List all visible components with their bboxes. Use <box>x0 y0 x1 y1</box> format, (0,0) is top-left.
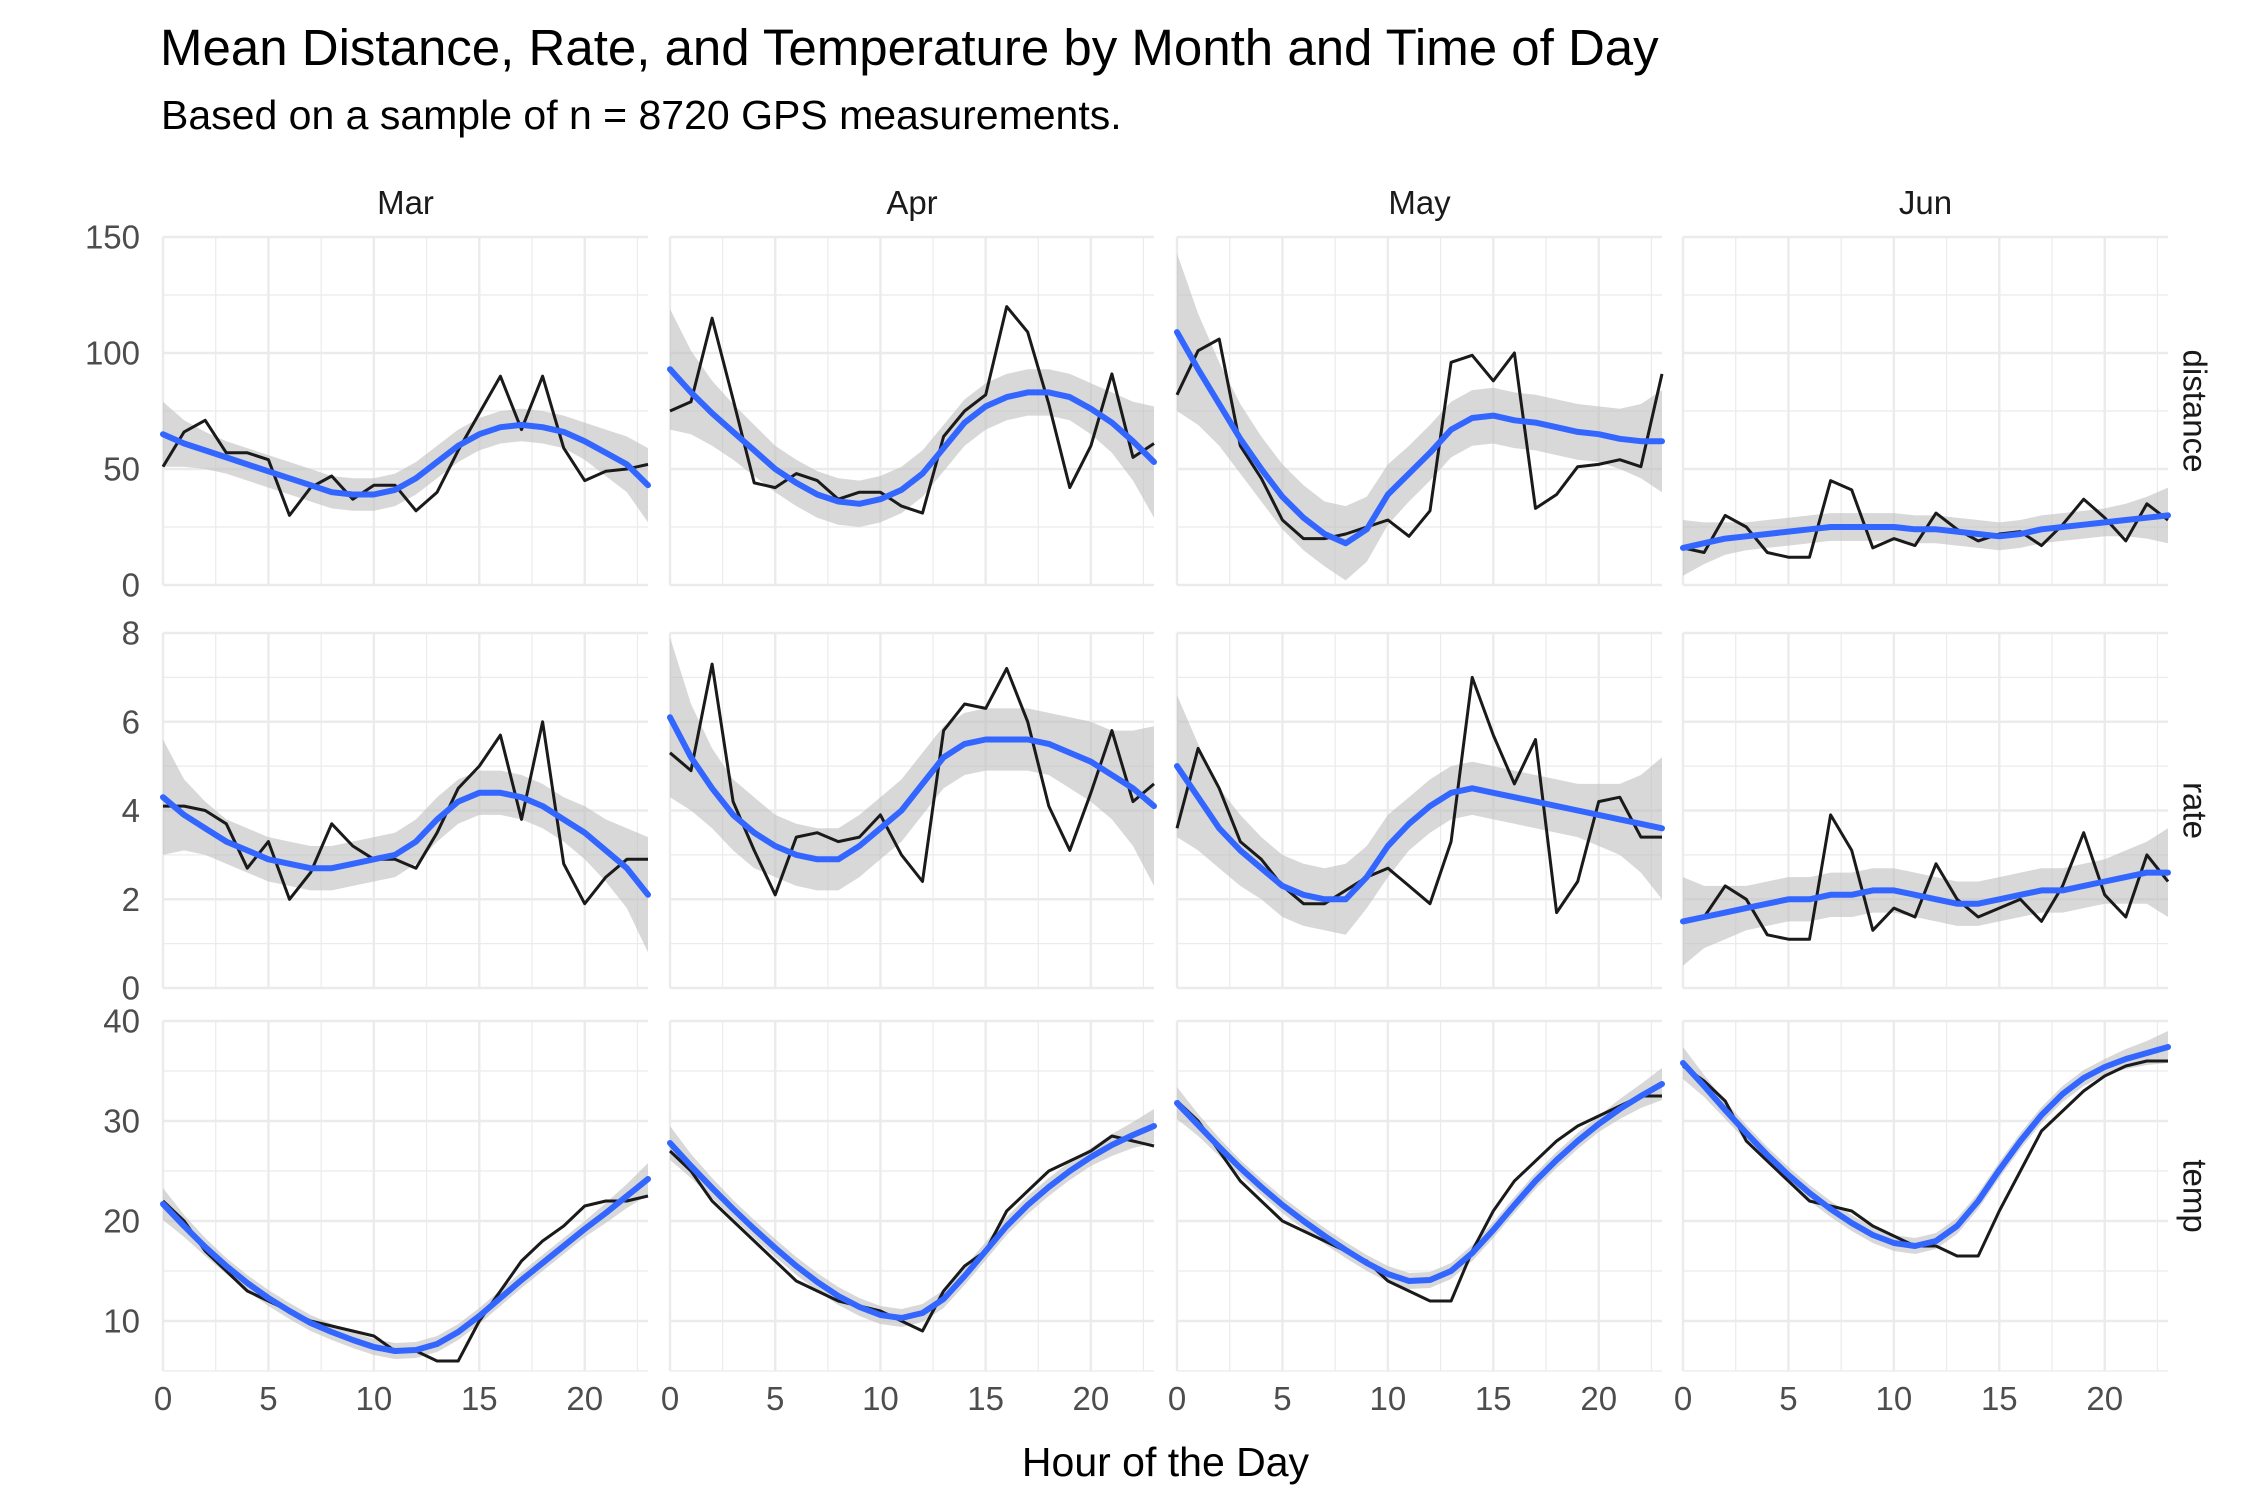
y-tick-label: 20 <box>103 1203 140 1240</box>
x-tick-label: 10 <box>862 1380 899 1417</box>
panel-rate-mar <box>161 631 648 990</box>
x-tick-label: 5 <box>1779 1380 1797 1417</box>
y-tick-label: 100 <box>85 335 140 372</box>
y-tick-label: 40 <box>103 1003 140 1040</box>
strip-label-distance: distance <box>2177 350 2214 473</box>
y-tick-label: 8 <box>122 615 140 652</box>
x-tick-label: 10 <box>356 1380 393 1417</box>
smooth-line-rate-jun <box>1680 869 2171 925</box>
confidence-ribbon-distance-apr <box>670 308 1154 527</box>
y-tick-label: 150 <box>85 219 140 256</box>
chart-subtitle: Based on a sample of n = 8720 GPS measur… <box>161 92 1122 138</box>
panel-temp-mar <box>161 1019 648 1372</box>
confidence-ribbon-temp-mar <box>163 1163 648 1359</box>
panel-distance-jun <box>1681 235 2168 587</box>
smooth-line-distance-mar <box>160 421 651 498</box>
x-tick-label: 20 <box>1073 1380 1110 1417</box>
y-tick-label: 50 <box>103 451 140 488</box>
x-tick-label: 5 <box>259 1380 277 1417</box>
x-tick-label: 15 <box>1475 1380 1512 1417</box>
y-tick-label: 4 <box>122 792 140 829</box>
smooth-line-distance-jun <box>1680 512 2171 551</box>
observed-line-distance-may <box>1175 337 1664 541</box>
confidence-ribbon-rate-apr <box>670 637 1154 891</box>
y-tick-label: 30 <box>103 1103 140 1140</box>
smooth-line-rate-apr <box>667 714 1157 863</box>
panel-distance-mar <box>161 235 648 587</box>
observed-line-temp-may <box>1175 1094 1662 1303</box>
smooth-line-distance-apr <box>667 366 1157 507</box>
smooth-line-rate-mar <box>160 789 651 898</box>
x-tick-label: 0 <box>661 1380 679 1417</box>
x-tick-label: 20 <box>2086 1380 2123 1417</box>
y-tick-label: 0 <box>122 970 140 1007</box>
strip-label-mar: Mar <box>377 184 434 221</box>
observed-line-temp-jun <box>1682 1059 2168 1258</box>
smooth-line-temp-mar <box>160 1176 651 1354</box>
panel-rate-jun <box>1681 631 2168 990</box>
chart-title: Mean Distance, Rate, and Temperature by … <box>160 19 1659 76</box>
x-tick-label: 0 <box>154 1380 172 1417</box>
x-tick-label: 20 <box>566 1380 603 1417</box>
y-tick-label: 2 <box>122 881 140 918</box>
y-tick-label: 10 <box>103 1303 140 1340</box>
x-tick-label: 5 <box>1273 1380 1291 1417</box>
x-tick-label: 20 <box>1580 1380 1617 1417</box>
observed-line-distance-mar <box>161 374 649 517</box>
panel-temp-may <box>1175 1019 1662 1372</box>
x-tick-label: 15 <box>1981 1380 2018 1417</box>
smooth-line-temp-may <box>1174 1081 1665 1284</box>
strip-label-apr: Apr <box>886 184 937 221</box>
y-tick-label: 0 <box>122 567 140 604</box>
x-tick-label: 5 <box>766 1380 784 1417</box>
strip-label-rate: rate <box>2177 782 2214 839</box>
x-tick-label: 15 <box>967 1380 1004 1417</box>
x-tick-label: 0 <box>1674 1380 1692 1417</box>
observed-line-rate-may <box>1175 675 1662 915</box>
confidence-ribbon-distance-may <box>1177 253 1662 581</box>
x-tick-label: 15 <box>461 1380 498 1417</box>
strip-label-may: May <box>1388 184 1451 221</box>
smooth-line-temp-apr <box>667 1123 1157 1321</box>
strip-label-temp: temp <box>2177 1159 2214 1232</box>
observed-line-temp-apr <box>668 1134 1155 1333</box>
smooth-line-temp-jun <box>1680 1044 2171 1249</box>
smooth-line-rate-may <box>1174 763 1665 903</box>
observed-line-rate-apr <box>669 662 1155 897</box>
y-tick-label: 6 <box>122 703 140 740</box>
x-axis-title: Hour of the Day <box>1022 1439 1310 1485</box>
observed-line-distance-apr <box>669 305 1155 515</box>
strip-label-jun: Jun <box>1899 184 1952 221</box>
x-tick-label: 10 <box>1370 1380 1407 1417</box>
confidence-ribbon-distance-mar <box>163 401 648 523</box>
observed-line-rate-mar <box>163 720 648 906</box>
smooth-line-distance-may <box>1174 329 1665 547</box>
x-tick-label: 10 <box>1876 1380 1913 1417</box>
confidence-ribbon-temp-jun <box>1683 1031 2168 1254</box>
x-tick-label: 0 <box>1168 1380 1186 1417</box>
observed-line-rate-jun <box>1682 813 2170 941</box>
panel-temp-jun <box>1681 1019 2168 1372</box>
